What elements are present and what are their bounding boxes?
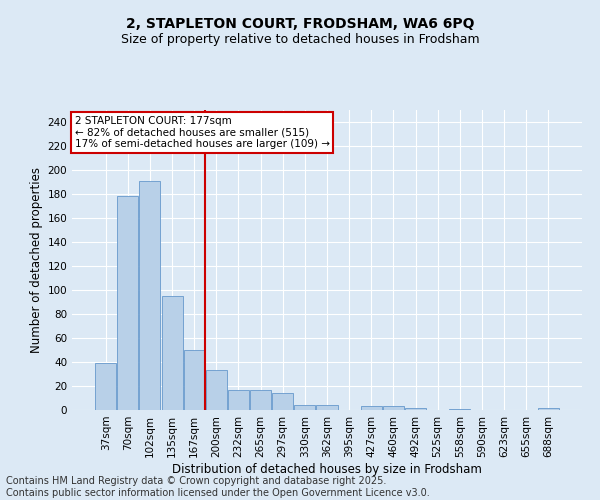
- Bar: [118, 196, 139, 410]
- Text: Contains HM Land Registry data © Crown copyright and database right 2025.
Contai: Contains HM Land Registry data © Crown c…: [6, 476, 430, 498]
- Bar: [139, 181, 160, 410]
- Bar: [449, 409, 470, 410]
- Bar: [206, 370, 227, 410]
- Bar: [250, 390, 271, 410]
- Bar: [95, 363, 116, 410]
- Bar: [316, 405, 338, 410]
- Bar: [383, 406, 404, 410]
- Bar: [361, 406, 382, 410]
- Text: Size of property relative to detached houses in Frodsham: Size of property relative to detached ho…: [121, 32, 479, 46]
- Bar: [161, 296, 182, 410]
- Bar: [538, 408, 559, 410]
- Bar: [228, 390, 249, 410]
- Bar: [405, 408, 426, 410]
- Bar: [295, 405, 316, 410]
- X-axis label: Distribution of detached houses by size in Frodsham: Distribution of detached houses by size …: [172, 462, 482, 475]
- Y-axis label: Number of detached properties: Number of detached properties: [30, 167, 43, 353]
- Text: 2 STAPLETON COURT: 177sqm
← 82% of detached houses are smaller (515)
17% of semi: 2 STAPLETON COURT: 177sqm ← 82% of detac…: [74, 116, 329, 149]
- Bar: [184, 350, 205, 410]
- Bar: [272, 393, 293, 410]
- Text: 2, STAPLETON COURT, FRODSHAM, WA6 6PQ: 2, STAPLETON COURT, FRODSHAM, WA6 6PQ: [126, 18, 474, 32]
